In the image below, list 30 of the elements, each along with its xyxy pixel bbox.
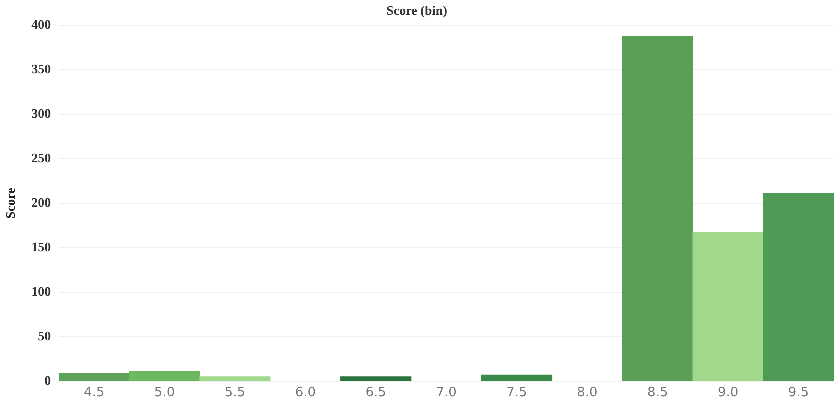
x-tick-label: 7.5 (506, 386, 528, 401)
bar (481, 374, 553, 382)
chart-title: Score (bin) (386, 3, 448, 18)
bar (692, 232, 764, 382)
x-tick-label: 6.0 (295, 386, 316, 401)
x-tick-label: 9.5 (788, 386, 810, 401)
y-axis-title: Score (3, 188, 18, 219)
y-tick-label: 150 (32, 239, 52, 254)
bar (59, 373, 130, 382)
x-tick-label: 8.0 (577, 386, 598, 401)
y-tick-label: 50 (38, 328, 52, 344)
x-tick-label: 6.5 (366, 386, 386, 401)
x-tick-label: 5.5 (224, 386, 246, 401)
bar (340, 376, 412, 382)
y-tick-label: 100 (32, 284, 52, 299)
x-tick-label: 7.0 (436, 386, 457, 401)
x-tick-label: 5.0 (154, 386, 176, 401)
bar (129, 371, 200, 382)
x-tick-label: 8.5 (648, 386, 668, 401)
y-tick-label: 350 (32, 61, 52, 76)
x-tick-label: 4.5 (84, 386, 105, 401)
bar (200, 376, 271, 382)
bar (622, 36, 694, 382)
y-tick-label: 300 (32, 106, 52, 121)
y-tick-label: 250 (32, 150, 52, 166)
y-tick-label: 0 (44, 372, 52, 388)
y-tick-label: 400 (32, 16, 52, 32)
y-tick-label: 200 (32, 194, 52, 210)
bar (763, 193, 834, 382)
x-tick-label: 9.0 (718, 386, 739, 401)
